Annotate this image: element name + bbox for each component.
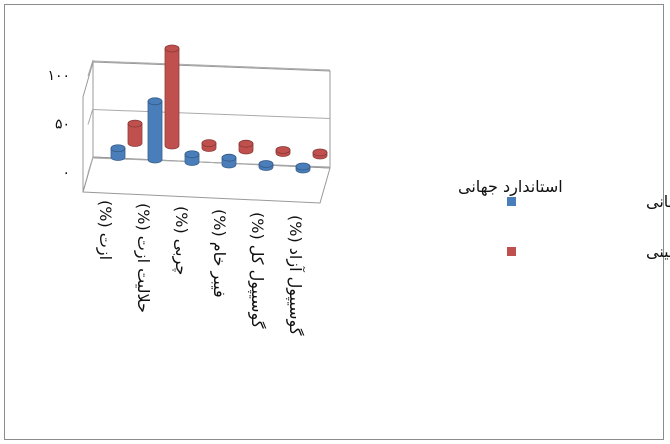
bar-standard-2 <box>184 150 200 166</box>
bar-concentrate-2 <box>201 139 217 152</box>
gridline-side <box>87 108 94 125</box>
legend-label: کنسانتره پروتئینی <box>646 242 670 262</box>
bar-body <box>164 48 180 150</box>
bar-concentrate-4 <box>275 146 291 157</box>
y-tick-label: ۱۰۰ <box>47 68 70 84</box>
bar-concentrate-0 <box>127 119 143 147</box>
y-tick-label: ۵۰ <box>55 117 70 133</box>
category-label: گوسیپول آزاد (%) <box>285 215 305 336</box>
bar-top <box>184 150 200 159</box>
x-axis-category-labels: ازت (%) حلالیت ازت (%) چربی (%) فیبر خام (%… <box>95 200 305 336</box>
bar-standard-0 <box>110 144 126 161</box>
bar-concentrate-1 <box>164 44 180 150</box>
bar-standard-1 <box>147 97 163 164</box>
gridline <box>92 157 331 168</box>
bar-top <box>275 146 291 154</box>
bar-top <box>201 139 217 148</box>
category-label: گوسیپول کل (%) <box>247 212 267 329</box>
bar-top <box>164 44 180 53</box>
bar-top <box>312 148 328 157</box>
legend: استاندارد جهانی کنسانتره پروتئینی <box>507 192 670 262</box>
gridline-side <box>87 59 94 77</box>
bar-top <box>238 139 254 148</box>
bar-concentrate-5 <box>312 148 328 160</box>
y-axis-ticks: ۰ ۵۰ ۱۰۰ <box>47 68 70 181</box>
bar-top <box>110 144 126 153</box>
category-label: فیبر خام (%) <box>209 209 229 298</box>
chart-frame <box>4 4 664 440</box>
side-wall-edge <box>82 61 94 98</box>
chart-gridlines <box>87 59 331 174</box>
category-label: ازت (%) <box>95 200 115 260</box>
back-wall <box>92 61 331 169</box>
bar-standard-4 <box>258 160 274 171</box>
gridline-side <box>87 156 94 174</box>
bar-top <box>147 97 163 106</box>
depth-axis-label: استاندارد جهانی <box>458 177 563 197</box>
legend-swatch <box>507 247 516 256</box>
legend-swatch <box>507 197 516 206</box>
category-label: حلالیت ازت (%) <box>133 203 153 313</box>
bar-standard-5 <box>295 162 311 174</box>
y-tick-label: ۰ <box>62 165 70 181</box>
bar-body <box>127 123 143 147</box>
chart-bars <box>110 44 328 174</box>
legend-label: استاندارد جهانی <box>646 192 670 212</box>
category-label: چربی (%) <box>171 206 191 275</box>
chart-walls <box>82 61 331 204</box>
bar-top <box>221 153 237 162</box>
bar-concentrate-3 <box>238 139 254 155</box>
gridline <box>92 109 331 119</box>
bar-top <box>295 162 311 171</box>
bar-top <box>127 119 143 128</box>
bar-standard-3 <box>221 153 237 169</box>
gridline <box>92 60 331 71</box>
floor <box>82 156 331 204</box>
bar-top <box>258 160 274 168</box>
bar-body <box>147 100 163 164</box>
